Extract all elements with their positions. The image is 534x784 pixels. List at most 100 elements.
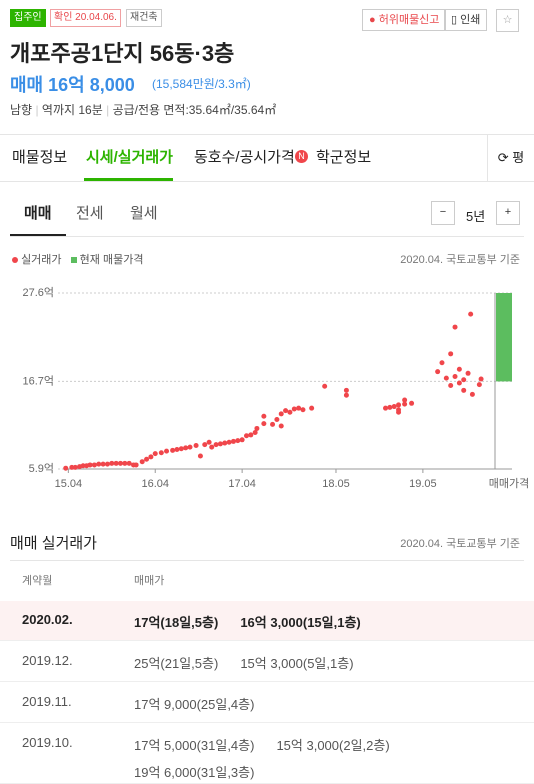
point [126,460,132,466]
deal-month: 2019.10. [22,735,73,750]
period-minus[interactable]: − [431,201,455,225]
point [254,425,260,431]
point [87,462,93,468]
info-item: 공급/전용 면적:35.64㎡/35.64㎡ [112,103,277,117]
point [222,440,228,446]
point [396,402,402,408]
new-badge: N [295,150,308,163]
period-plus[interactable]: + [496,201,520,225]
point [476,382,482,388]
deal-item: 15억 3,000(5일,1층) [240,656,354,671]
column-header: 매매가 [134,575,165,587]
deal-row: 2019.10. 17억 5,000(31일,4층) 15억 3,000(2일,2층… [0,724,534,784]
point [383,405,389,411]
point [402,397,408,403]
y-tick-label: 16.7억 [22,374,54,387]
point [274,417,280,423]
column-header: 계약월 [22,575,53,587]
point [461,377,467,383]
subtab[interactable]: 월세 [130,205,158,222]
point [443,375,449,381]
point [322,383,328,389]
point [80,463,86,469]
subtab[interactable]: 전세 [76,205,104,222]
tab-active[interactable]: 시세/실거래가 [86,149,173,166]
point [296,405,302,411]
report-button[interactable]: ● 허위매물신고 [362,9,447,31]
point [261,421,267,427]
point [217,441,223,447]
point [158,450,164,456]
point [309,405,315,411]
legend-label: 실거래가 [21,254,62,266]
tab-underline [84,178,173,181]
label: 평 [512,150,525,165]
deal-item: 15억 3,000(2일,2층) [276,738,390,753]
point [396,407,402,413]
point [117,460,123,466]
point [148,454,154,460]
point [113,460,119,466]
point [387,404,393,410]
subtab-underline [10,234,66,236]
point [122,460,128,466]
point [197,453,203,459]
legend-swatch [70,257,77,263]
point [144,456,150,462]
point [69,464,75,470]
y-tick-label: 5.9억 [29,462,54,475]
point [183,445,189,451]
deal-items: 25억(21일,5층) 15억 3,000(5일,1층) [134,653,524,672]
point [448,351,454,357]
x-tick-label: 18.05 [322,478,350,490]
point [202,442,208,448]
point [72,464,78,470]
x-tick-label: 19.05 [409,478,437,490]
x-tick-label: 17.04 [228,478,256,490]
subtab-active[interactable]: 매매 [24,205,52,222]
tag: 재건축 [126,9,162,27]
tab[interactable]: 동호수/공시가격 [194,149,295,166]
point [402,401,408,407]
deal-item: 17억(18일,5층) [134,615,219,630]
tab[interactable]: 매물정보 [12,149,68,166]
point [139,459,145,465]
point [456,366,462,372]
point [465,370,471,376]
point [448,382,454,388]
price: 매매 16억 8,000 [10,75,135,95]
favorite-button[interactable]: ☆ [496,9,519,32]
point [300,407,306,413]
x-tick-label: 15.04 [55,478,83,490]
info: 남향 | 역까지 16분 | 공급/전용 면적:35.64㎡/35.64㎡ [10,103,277,117]
point [209,444,215,450]
print-button[interactable]: ▯ 인쇄 [444,9,488,31]
point [278,423,284,429]
price-range [496,293,512,382]
tab[interactable]: 학군정보 [316,149,372,166]
label: 허위매물신고 [378,14,440,26]
point [152,451,158,457]
point [435,369,441,375]
point [226,439,232,445]
point [456,380,462,386]
unit-toggle[interactable]: ⟳ 평 [487,135,534,181]
point [343,392,349,398]
point [291,406,297,412]
divider [0,134,534,135]
point [96,461,102,467]
deal-item: 19억 6,000(31일,3층) [134,765,255,780]
point [109,460,115,466]
title: 개포주공1단지 56동·3층 [10,41,235,66]
point [100,461,106,467]
point [278,411,284,417]
source: 2020.04. 국토교통부 기준 [400,254,520,266]
point [252,430,258,436]
deal-item: 25억(21일,5층) [134,656,219,671]
point [104,461,110,467]
point [243,433,249,439]
point [343,387,349,393]
point [248,432,254,438]
point [174,447,180,453]
point [170,447,176,453]
